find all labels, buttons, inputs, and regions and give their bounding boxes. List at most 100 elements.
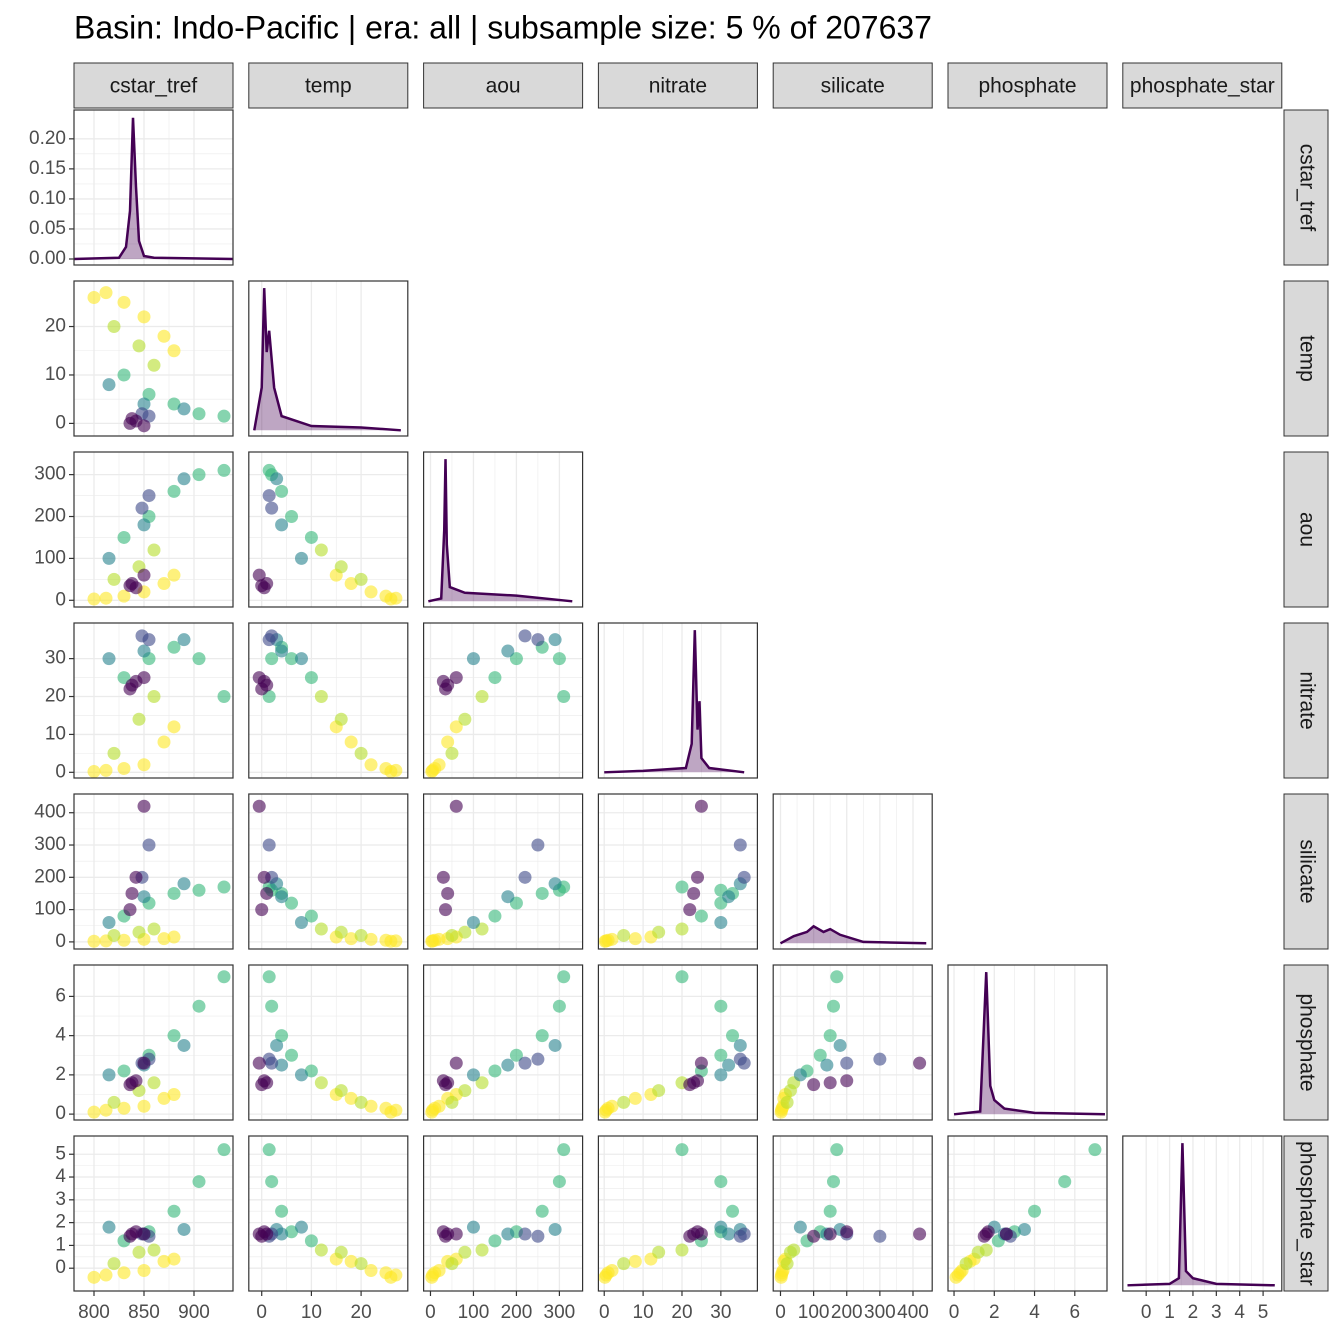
- scatter-point: [255, 579, 269, 593]
- strip-top: [947, 62, 1108, 109]
- x-tick-label: 2: [989, 1302, 1000, 1323]
- panel-border: [947, 964, 1108, 1121]
- scatter-point: [107, 1257, 121, 1271]
- strip-label: silicate: [821, 75, 885, 98]
- x-tick-label: 5: [1258, 1302, 1269, 1323]
- y-tick-label: 0.20: [29, 128, 66, 149]
- scatter-point: [826, 999, 840, 1013]
- scatter-point: [354, 746, 368, 760]
- scatter-point: [1028, 1204, 1042, 1218]
- scatter-point: [147, 543, 161, 557]
- scatter-point: [780, 1257, 794, 1271]
- scatter-point: [285, 510, 299, 524]
- scatter-point: [167, 484, 181, 498]
- scatter-point: [157, 1091, 171, 1105]
- panel-background: [248, 281, 408, 436]
- panel-background: [248, 1136, 408, 1291]
- scatter-point: [436, 870, 450, 884]
- scatter-point: [87, 290, 101, 304]
- scatter-point: [344, 577, 358, 591]
- scatter-point: [552, 652, 566, 666]
- scatter-point: [823, 1029, 837, 1043]
- scatter-point: [314, 922, 328, 936]
- scatter-point: [177, 472, 191, 486]
- strip-top: [73, 62, 234, 109]
- panel-border: [423, 451, 584, 608]
- y-tick-label: 0: [55, 412, 66, 433]
- scatter-point: [999, 1227, 1013, 1241]
- x-tick-label: 10: [633, 1302, 654, 1323]
- scatter-point: [714, 1068, 728, 1082]
- scatter-point: [714, 1048, 728, 1062]
- scatter-point: [142, 387, 156, 401]
- scatter-point: [1088, 1143, 1102, 1157]
- scatter-point: [314, 1243, 328, 1257]
- scatter-point: [285, 1048, 299, 1062]
- x-tick-label: 0: [599, 1302, 610, 1323]
- y-tick-label: 0: [55, 931, 66, 952]
- panel-background: [598, 965, 758, 1120]
- strip-label: phosphate: [1295, 993, 1318, 1091]
- panel-background: [1122, 1136, 1282, 1291]
- scatter-point: [147, 922, 161, 936]
- y-tick-label: 0.10: [29, 188, 66, 209]
- y-tick-label: 5: [55, 1143, 66, 1164]
- scatter-point: [949, 1270, 963, 1284]
- scatter-point: [132, 925, 146, 939]
- scatter-point: [167, 930, 181, 944]
- y-tick-label: 100: [34, 547, 66, 568]
- scatter-point: [354, 1257, 368, 1271]
- scatter-point: [142, 489, 156, 503]
- strip-label: cstar_tref: [110, 75, 198, 98]
- scatter-point: [384, 765, 398, 779]
- scatter-point: [192, 883, 206, 897]
- panel-border: [248, 793, 409, 950]
- scatter-point: [557, 690, 571, 704]
- scatter-point: [488, 1234, 502, 1248]
- scatter-point: [99, 1103, 113, 1117]
- scatter-point: [217, 409, 231, 423]
- scatter-point: [509, 1048, 523, 1062]
- scatter-point: [142, 633, 156, 647]
- scatter-point: [488, 1064, 502, 1078]
- scatter-point: [157, 1254, 171, 1268]
- scatter-point: [733, 838, 747, 852]
- density-curve: [253, 288, 401, 432]
- panel-border: [248, 1135, 409, 1292]
- scatter-point: [813, 1048, 827, 1062]
- scatter-point: [137, 1056, 151, 1070]
- scatter-point: [449, 1056, 463, 1070]
- scatter-point: [449, 671, 463, 685]
- scatter-point: [270, 472, 284, 486]
- scatter-point: [441, 735, 455, 749]
- scatter-point: [445, 1257, 459, 1271]
- scatter-point: [167, 720, 181, 734]
- x-tick-label: 400: [897, 1302, 929, 1323]
- scatter-point: [167, 344, 181, 358]
- scatter-point: [285, 652, 299, 666]
- scatter-point: [137, 758, 151, 772]
- scatter-point: [262, 489, 276, 503]
- panel-background: [423, 794, 583, 949]
- scatter-point: [449, 799, 463, 813]
- strip-right: [1283, 964, 1329, 1121]
- scatter-point: [807, 1229, 821, 1243]
- scatter-point: [364, 932, 378, 946]
- x-tick-label: 20: [351, 1302, 372, 1323]
- scatter-point: [334, 712, 348, 726]
- scatter-point: [458, 1084, 472, 1098]
- density-curve: [73, 117, 234, 261]
- x-tick-label: 3: [1211, 1302, 1222, 1323]
- scatter-point: [255, 682, 269, 696]
- scatter-point: [157, 577, 171, 591]
- scatter-point: [1017, 1222, 1031, 1236]
- panel-border: [772, 793, 933, 950]
- strip-right: [1283, 1135, 1329, 1292]
- scatter-point: [445, 1095, 459, 1109]
- scatter-point: [439, 903, 453, 917]
- panel-border: [423, 964, 584, 1121]
- x-tick-label: 100: [458, 1302, 490, 1323]
- scatter-point: [780, 1095, 794, 1109]
- scatter-point: [344, 735, 358, 749]
